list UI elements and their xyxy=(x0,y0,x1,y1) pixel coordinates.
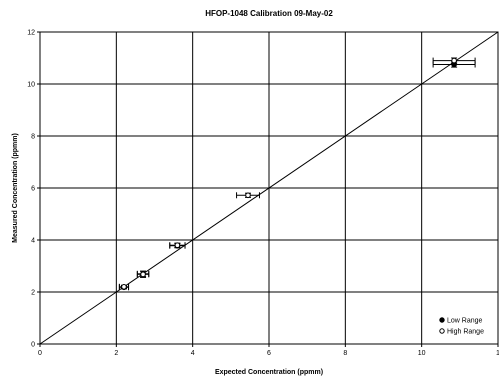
x-tick-label: 6 xyxy=(267,350,271,357)
identity-reference-line xyxy=(39,31,499,345)
y-axis-ticks: 0 2 4 6 8 10 12 xyxy=(27,30,40,349)
y-tick-label: 6 xyxy=(31,186,35,193)
legend: Low Range High Range xyxy=(439,317,484,336)
data-points xyxy=(121,57,457,291)
legend-low-range-marker xyxy=(439,317,445,323)
high-range-point xyxy=(245,192,251,199)
high-range-point xyxy=(174,242,181,248)
y-tick-label: 0 xyxy=(31,342,35,349)
legend-entry-label: High Range xyxy=(447,329,484,336)
y-axis-label: Measured Concentration (ppmm) xyxy=(12,133,19,243)
y-tick-label: 12 xyxy=(27,30,35,37)
x-tick-label: 4 xyxy=(191,350,195,357)
y-tick-label: 8 xyxy=(31,134,35,141)
high-range-point xyxy=(451,57,457,64)
y-tick-label: 4 xyxy=(31,238,35,245)
x-tick-label: 1 xyxy=(496,350,499,357)
x-tick-label: 2 xyxy=(114,350,118,357)
x-axis-ticks: 0 2 4 6 8 10 1 xyxy=(38,344,499,357)
x-tick-label: 8 xyxy=(343,350,347,357)
x-tick-label: 10 xyxy=(418,350,426,357)
chart-title: HFOP-1048 Calibration 09-May-02 xyxy=(205,9,333,18)
y-tick-label: 10 xyxy=(27,82,35,89)
high-range-point xyxy=(121,284,127,290)
y-tick-label: 2 xyxy=(31,290,35,297)
high-range-point xyxy=(140,271,146,278)
legend-high-range-marker xyxy=(439,328,445,334)
x-axis-label: Expected Concentration (ppmm) xyxy=(215,369,323,376)
x-tick-label: 0 xyxy=(38,350,42,357)
legend-entry-label: Low Range xyxy=(447,318,483,325)
